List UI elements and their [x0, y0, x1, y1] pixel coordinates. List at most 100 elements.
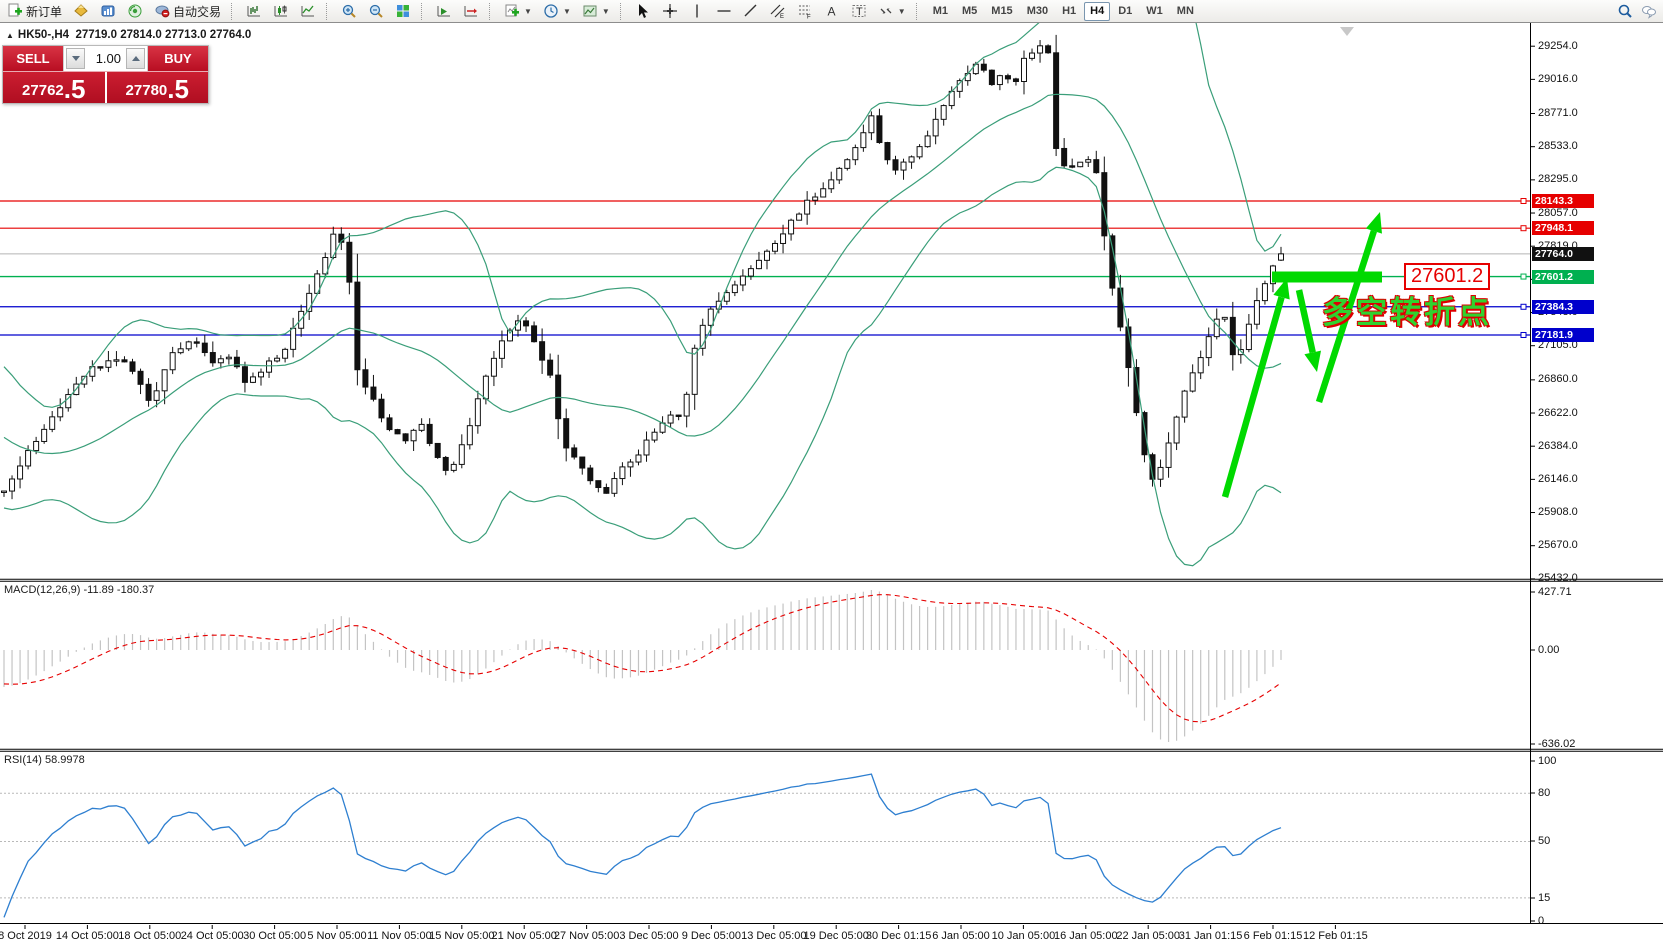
- fibonacci-tool-button[interactable]: F: [792, 1, 818, 22]
- price-tick-label: 27105.0: [1538, 339, 1578, 352]
- dropdown-arrow-icon: ▼: [562, 6, 571, 16]
- price-tick-label: 29016.0: [1538, 72, 1578, 85]
- sell-button[interactable]: SELL: [3, 46, 63, 71]
- zoom-out-icon: [369, 4, 383, 18]
- zoom-in-button[interactable]: [336, 1, 362, 22]
- volume-increase-button[interactable]: [126, 48, 145, 69]
- toolbar-separator: [326, 2, 332, 20]
- auto-scroll-button[interactable]: [431, 1, 457, 22]
- svg-text:F: F: [807, 15, 811, 20]
- trendline-tool-button[interactable]: [738, 1, 764, 22]
- chart-symbol-title: ▲ HK50-,H4 27719.0 27814.0 27713.0 27764.…: [6, 29, 252, 41]
- buy-button[interactable]: BUY: [148, 46, 208, 71]
- time-tick-label: 6 Feb 01:15: [1243, 930, 1303, 942]
- price-tick-label: 25670.0: [1538, 539, 1578, 552]
- price-tick-label: 28533.0: [1538, 140, 1578, 153]
- text-icon: A: [827, 5, 835, 19]
- rsi-value: 58.9978: [44, 754, 85, 766]
- bar-chart-icon: [247, 6, 261, 17]
- timeframe-button-h4[interactable]: H4: [1084, 1, 1111, 21]
- price-tick-label: 80: [1538, 786, 1551, 799]
- signals-icon: [128, 4, 142, 18]
- macd-value: -11.89: [83, 584, 114, 596]
- candlestick-chart-icon: [274, 5, 288, 17]
- time-tick-label: 10 Jan 05:00: [991, 930, 1056, 942]
- price-tag: 27601.2: [1532, 269, 1594, 284]
- candle-chart-button[interactable]: [268, 1, 294, 22]
- time-tick-label: 15 Nov 05:00: [429, 930, 495, 942]
- price-tick-label: 26146.0: [1538, 472, 1578, 485]
- periods-button[interactable]: ▼: [538, 1, 576, 22]
- search-icon[interactable]: [1617, 3, 1633, 19]
- new-order-button[interactable]: 新订单: [2, 1, 67, 22]
- vertical-line-tool-button[interactable]: [684, 1, 710, 22]
- collapse-triangle-icon[interactable]: ▲: [6, 31, 14, 40]
- new-chart-button[interactable]: ▼: [499, 1, 537, 22]
- fibonacci-icon: F: [798, 5, 811, 20]
- time-tick-label: 5 Nov 05:00: [307, 930, 367, 942]
- price-tag: 27764.0: [1532, 246, 1594, 261]
- macd-indicator-label: MACD(12,26,9) -11.89 -180.37: [4, 584, 155, 596]
- arrows-tool-button[interactable]: ▼: [873, 1, 911, 22]
- timeframe-button-d1[interactable]: D1: [1118, 5, 1133, 18]
- ohlc-values: 27719.0 27814.0 27713.0 27764.0: [75, 29, 252, 41]
- zoom-in-icon: [342, 4, 356, 18]
- toolbar-right-group: [1617, 3, 1657, 19]
- dropdown-arrow-icon: ▼: [601, 6, 610, 16]
- timeframe-button-m1[interactable]: M1: [932, 5, 948, 18]
- svg-text:A: A: [827, 5, 835, 19]
- tile-windows-button[interactable]: [390, 1, 416, 22]
- bar-chart-button[interactable]: [241, 1, 267, 22]
- text-tool-button[interactable]: A: [819, 1, 845, 22]
- text-label-tool-button[interactable]: T: [846, 1, 872, 22]
- equidistant-channel-icon: E: [770, 4, 785, 19]
- chinese-annotation-text[interactable]: 多空转折点: [1322, 295, 1492, 330]
- price-tick-label: 50: [1538, 834, 1551, 847]
- channel-tool-button[interactable]: E: [765, 1, 791, 22]
- toolbar-separator: [619, 2, 626, 20]
- charts-button[interactable]: [68, 1, 94, 22]
- time-tick-label: 21 Nov 05:00: [491, 930, 557, 942]
- template-icon: [583, 5, 597, 17]
- price-tick-label: 427.71: [1538, 585, 1572, 598]
- sell-price-display[interactable]: 27762.5: [3, 72, 107, 103]
- price-tick-label: 0.00: [1538, 643, 1560, 656]
- one-click-trade-panel: SELL 1.00 BUY 27762.5 27780.5: [2, 45, 209, 104]
- price-tick-label: -636.02: [1538, 737, 1576, 750]
- new-order-icon: [8, 3, 22, 17]
- cursor-tool-button[interactable]: [630, 1, 656, 22]
- rsi-indicator-label: RSI(14) 58.9978: [4, 754, 85, 766]
- time-tick-label: 18 Oct 05:00: [118, 930, 182, 942]
- price-level-annotation-label[interactable]: 27601.2: [1404, 263, 1491, 290]
- svg-text:E: E: [780, 14, 784, 19]
- zoom-out-button[interactable]: [363, 1, 389, 22]
- timeframe-button-m5[interactable]: M5: [962, 5, 978, 18]
- timeframe-button-w1[interactable]: W1: [1146, 5, 1163, 18]
- volume-decrease-button[interactable]: [66, 48, 85, 69]
- templates-button[interactable]: ▼: [577, 1, 615, 22]
- crosshair-icon: [662, 4, 677, 18]
- chat-icon[interactable]: [1641, 3, 1657, 19]
- timeframe-button-mn[interactable]: MN: [1176, 5, 1194, 18]
- buy-price-display[interactable]: 27780.5: [106, 72, 208, 103]
- line-chart-icon: [301, 5, 315, 17]
- time-tick-label: 6 Jan 05:00: [932, 930, 990, 942]
- auto-scroll-icon: [437, 6, 451, 17]
- timeframe-button-m15[interactable]: M15: [991, 5, 1013, 18]
- price-tick-label: 26622.0: [1538, 406, 1578, 419]
- horizontal-line-tool-button[interactable]: [711, 1, 737, 22]
- time-tick-label: 8 Oct 2019: [0, 930, 52, 942]
- line-chart-button[interactable]: [295, 1, 321, 22]
- timeframe-button-h1[interactable]: H1: [1062, 5, 1077, 18]
- volume-input[interactable]: 1.00: [95, 51, 121, 66]
- market-watch-button[interactable]: [95, 1, 121, 22]
- spinner-up-icon: [131, 56, 140, 61]
- price-tick-label: 28771.0: [1538, 107, 1578, 120]
- time-tick-label: 14 Oct 05:00: [55, 930, 119, 942]
- timeframe-button-m30[interactable]: M30: [1026, 5, 1049, 18]
- signals-button[interactable]: [122, 1, 148, 22]
- chart-shift-button[interactable]: [458, 1, 484, 22]
- crosshair-tool-button[interactable]: [657, 1, 683, 22]
- autotrading-button[interactable]: 自动交易: [149, 1, 226, 22]
